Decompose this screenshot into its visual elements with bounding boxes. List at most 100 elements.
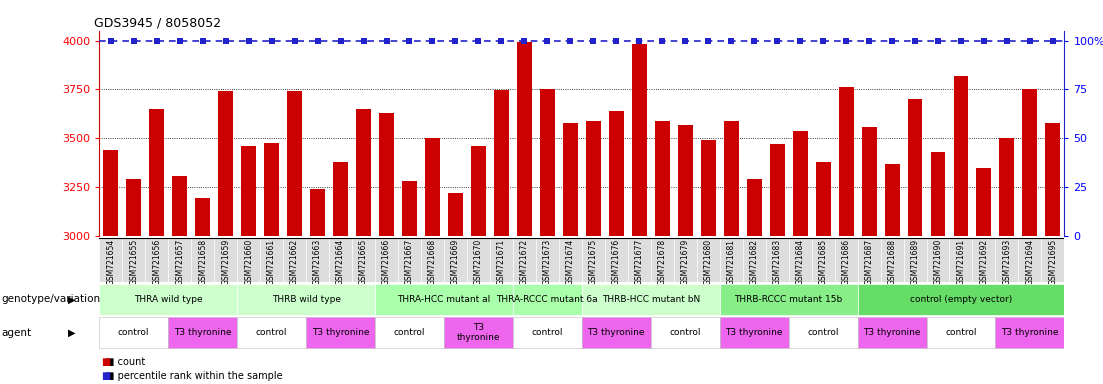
Bar — [398, 238, 421, 282]
Text: GSM721669: GSM721669 — [451, 239, 460, 285]
Text: GSM721690: GSM721690 — [933, 239, 942, 285]
Bar — [747, 179, 762, 236]
Bar — [815, 162, 831, 236]
Bar — [582, 238, 604, 282]
Text: GSM721656: GSM721656 — [152, 239, 161, 285]
Text: GSM721682: GSM721682 — [750, 239, 759, 285]
Text: GSM721668: GSM721668 — [428, 239, 437, 285]
Text: GSM721686: GSM721686 — [842, 239, 850, 285]
Text: GSM721693: GSM721693 — [1003, 239, 1011, 285]
Text: control (empty vector): control (empty vector) — [910, 295, 1013, 304]
Text: THRA-RCCC mutant 6a: THRA-RCCC mutant 6a — [496, 295, 598, 304]
Bar — [191, 238, 214, 282]
Bar — [858, 238, 880, 282]
Bar — [443, 317, 513, 348]
Text: GDS3945 / 8058052: GDS3945 / 8058052 — [95, 17, 222, 30]
Bar — [858, 284, 1064, 315]
Bar — [724, 121, 739, 236]
Bar — [719, 238, 742, 282]
Text: GSM721673: GSM721673 — [543, 239, 552, 285]
Text: GSM721677: GSM721677 — [635, 239, 644, 285]
Bar — [632, 45, 646, 236]
Text: ■: ■ — [101, 371, 110, 381]
Bar — [582, 317, 651, 348]
Bar — [651, 238, 674, 282]
Text: THRA-HCC mutant al: THRA-HCC mutant al — [397, 295, 491, 304]
Bar — [168, 317, 237, 348]
Bar — [214, 238, 237, 282]
Bar — [609, 111, 624, 236]
Bar — [582, 284, 719, 315]
Bar — [517, 43, 532, 236]
Text: ■ percentile rank within the sample: ■ percentile rank within the sample — [99, 371, 282, 381]
Bar — [513, 317, 582, 348]
Bar — [697, 238, 719, 282]
Text: GSM721688: GSM721688 — [888, 239, 897, 285]
Bar — [149, 109, 164, 236]
Text: GSM721679: GSM721679 — [681, 239, 689, 285]
Bar — [927, 317, 995, 348]
Text: GSM721665: GSM721665 — [360, 239, 368, 285]
Text: GSM721694: GSM721694 — [1026, 239, 1035, 285]
Text: GSM721654: GSM721654 — [106, 239, 115, 285]
Text: GSM721675: GSM721675 — [589, 239, 598, 285]
Bar — [931, 152, 945, 236]
Bar — [146, 238, 168, 282]
Bar — [719, 317, 789, 348]
Text: THRB-RCCC mutant 15b: THRB-RCCC mutant 15b — [735, 295, 843, 304]
Text: THRA wild type: THRA wild type — [133, 295, 203, 304]
Bar — [563, 122, 578, 236]
Text: GSM721655: GSM721655 — [129, 239, 138, 285]
Bar — [421, 238, 443, 282]
Bar — [218, 91, 233, 236]
Text: GSM721689: GSM721689 — [911, 239, 920, 285]
Bar — [539, 89, 555, 236]
Text: genotype/variation: genotype/variation — [1, 294, 100, 305]
Bar — [99, 284, 237, 315]
Bar — [765, 238, 789, 282]
Text: GSM721657: GSM721657 — [175, 239, 184, 285]
Bar — [995, 238, 1018, 282]
Bar — [770, 144, 784, 236]
Text: GSM721680: GSM721680 — [704, 239, 713, 285]
Bar — [379, 113, 394, 236]
Bar — [719, 284, 858, 315]
Text: control: control — [670, 328, 702, 337]
Bar — [793, 131, 807, 236]
Bar — [494, 90, 508, 236]
Bar — [172, 175, 188, 236]
Bar — [490, 238, 513, 282]
Text: GSM721685: GSM721685 — [818, 239, 827, 285]
Bar — [861, 127, 877, 236]
Text: GSM721661: GSM721661 — [267, 239, 276, 285]
Bar — [927, 238, 950, 282]
Text: GSM721676: GSM721676 — [612, 239, 621, 285]
Bar — [976, 168, 992, 236]
Text: control: control — [945, 328, 977, 337]
Bar — [835, 238, 857, 282]
Bar — [306, 238, 329, 282]
Bar — [604, 238, 628, 282]
Text: GSM721666: GSM721666 — [382, 239, 390, 285]
Bar — [126, 179, 141, 236]
Bar — [375, 317, 443, 348]
Bar — [885, 164, 900, 236]
Bar — [425, 138, 440, 236]
Text: T3
thyronine: T3 thyronine — [457, 323, 500, 343]
Text: ▶: ▶ — [68, 294, 76, 305]
Bar — [651, 317, 719, 348]
Text: THRB wild type: THRB wild type — [271, 295, 341, 304]
Bar — [375, 284, 513, 315]
Bar — [122, 238, 146, 282]
Bar — [513, 238, 536, 282]
Text: GSM721678: GSM721678 — [657, 239, 666, 285]
Bar — [168, 238, 191, 282]
Text: ▶: ▶ — [68, 328, 76, 338]
Text: ■ count: ■ count — [99, 358, 146, 367]
Bar — [973, 238, 995, 282]
Bar — [858, 317, 927, 348]
Bar — [953, 76, 968, 236]
Bar — [812, 238, 835, 282]
Bar — [283, 238, 306, 282]
Text: GSM721672: GSM721672 — [520, 239, 528, 285]
